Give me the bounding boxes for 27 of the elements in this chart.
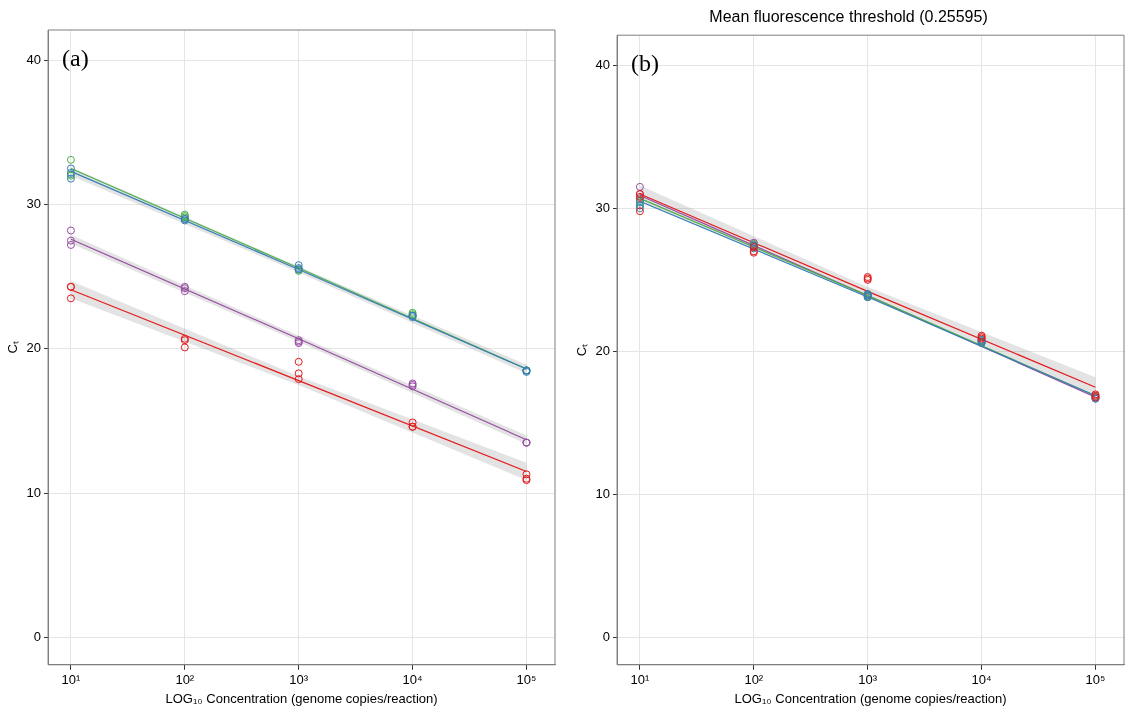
x-tick-label: 10³: [858, 672, 878, 688]
y-tick-label: 0: [33, 628, 42, 644]
y-tick-label: 10: [26, 484, 42, 500]
y-tick-label: 40: [26, 51, 42, 67]
annotation: (b): [631, 50, 660, 77]
y-tick-label: 30: [26, 196, 42, 212]
x-tick-label: 10⁴: [971, 672, 992, 688]
y-tick-label: 10: [595, 486, 611, 502]
x-tick-label: 10³: [289, 672, 309, 688]
x-tick-label: 10²: [744, 672, 764, 688]
x-tick-label: 10⁴: [402, 672, 423, 688]
y-axis-title: Cₜ: [5, 341, 21, 354]
y-tick-label: 20: [595, 343, 611, 359]
chart-title: Mean fluorescence threshold (0.25595): [709, 8, 988, 26]
x-tick-label: 10²: [175, 672, 195, 688]
y-tick-label: 40: [595, 56, 611, 72]
x-tick-label: 10¹: [61, 672, 81, 688]
x-tick-label: 10¹: [630, 672, 650, 688]
y-axis-title: Cₜ: [574, 343, 590, 357]
annotation: (a): [62, 45, 89, 72]
y-tick-label: 20: [26, 340, 42, 356]
x-axis-title: LOG₁₀ Concentration (genome copies/reaction): [165, 690, 438, 706]
x-tick-label: 10⁵: [1085, 672, 1106, 688]
y-tick-label: 30: [595, 199, 611, 215]
x-tick-label: 10⁵: [516, 672, 537, 688]
y-tick-label: 0: [602, 629, 611, 645]
x-axis-title: LOG₁₀ Concentration (genome copies/reaction): [734, 690, 1007, 706]
